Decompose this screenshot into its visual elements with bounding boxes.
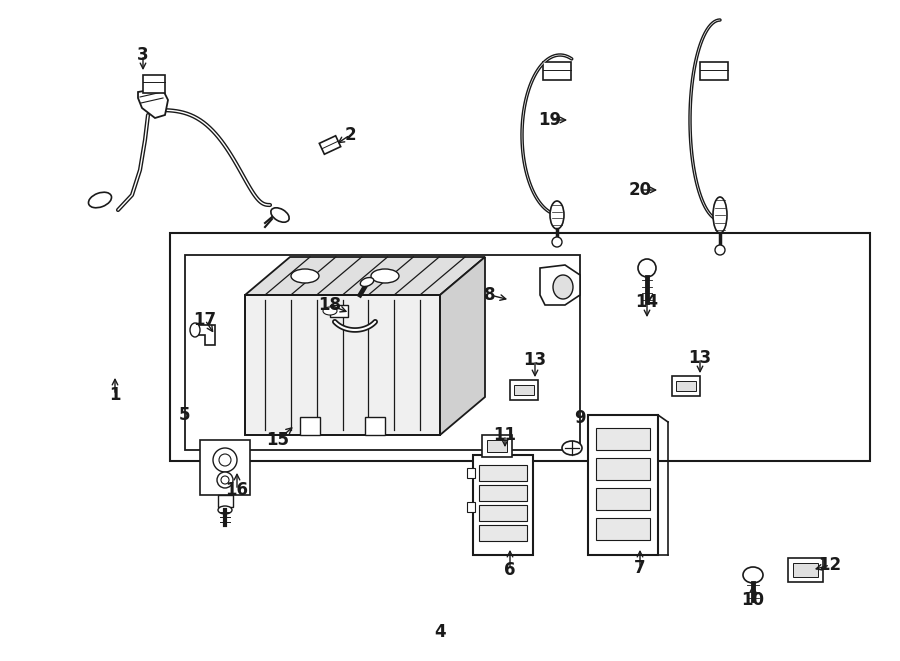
Bar — [467, 468, 475, 478]
Text: 13: 13 — [524, 351, 546, 369]
Bar — [510, 380, 538, 400]
Bar — [200, 440, 250, 495]
Ellipse shape — [291, 269, 319, 283]
Bar — [185, 255, 580, 450]
Ellipse shape — [638, 259, 656, 277]
Polygon shape — [440, 257, 485, 435]
Text: 2: 2 — [344, 126, 356, 144]
Ellipse shape — [88, 192, 112, 208]
Bar — [700, 62, 728, 80]
Bar — [170, 233, 870, 461]
Bar — [596, 488, 650, 510]
Ellipse shape — [360, 278, 373, 286]
Ellipse shape — [190, 323, 200, 337]
Bar — [218, 495, 233, 507]
Text: 1: 1 — [109, 386, 121, 404]
Ellipse shape — [552, 237, 562, 247]
Bar — [788, 558, 823, 582]
Ellipse shape — [221, 476, 229, 484]
Text: 4: 4 — [434, 623, 446, 641]
Text: 8: 8 — [484, 286, 496, 304]
Bar — [676, 381, 696, 391]
Ellipse shape — [323, 307, 337, 315]
Bar — [300, 417, 320, 435]
Ellipse shape — [371, 269, 399, 283]
Bar — [543, 62, 571, 80]
Ellipse shape — [713, 197, 727, 233]
Bar — [596, 458, 650, 480]
Text: 9: 9 — [574, 409, 586, 427]
Text: 17: 17 — [194, 311, 217, 329]
Bar — [330, 305, 348, 317]
Text: 10: 10 — [742, 591, 764, 609]
Text: 3: 3 — [137, 46, 148, 64]
Polygon shape — [195, 325, 215, 345]
Bar — [588, 415, 658, 555]
Bar — [365, 417, 385, 435]
Polygon shape — [320, 136, 341, 154]
Bar — [793, 563, 818, 577]
Text: 12: 12 — [818, 556, 842, 574]
Bar — [479, 505, 527, 521]
Text: 19: 19 — [538, 111, 562, 129]
Ellipse shape — [550, 201, 564, 229]
Ellipse shape — [219, 454, 231, 466]
Text: 14: 14 — [635, 293, 659, 311]
Text: 20: 20 — [628, 181, 652, 199]
Text: 16: 16 — [226, 481, 248, 499]
Bar — [479, 465, 527, 481]
Ellipse shape — [217, 472, 233, 488]
Bar — [467, 502, 475, 512]
Text: 11: 11 — [493, 426, 517, 444]
Ellipse shape — [218, 506, 232, 514]
Bar — [487, 440, 507, 452]
Text: 18: 18 — [319, 296, 341, 314]
Bar — [482, 435, 512, 457]
Bar — [473, 455, 533, 555]
Polygon shape — [138, 88, 168, 118]
Bar — [479, 525, 527, 541]
Text: 5: 5 — [179, 406, 191, 424]
Text: 15: 15 — [266, 431, 290, 449]
Bar — [596, 428, 650, 450]
Ellipse shape — [271, 208, 289, 222]
Ellipse shape — [213, 448, 237, 472]
Polygon shape — [245, 257, 485, 295]
Ellipse shape — [715, 245, 725, 255]
Text: 7: 7 — [634, 559, 646, 577]
Bar — [514, 385, 534, 395]
Bar — [479, 485, 527, 501]
Polygon shape — [540, 265, 580, 305]
Text: 13: 13 — [688, 349, 712, 367]
Bar — [143, 75, 165, 93]
Ellipse shape — [553, 275, 573, 299]
Ellipse shape — [743, 567, 763, 583]
Polygon shape — [245, 295, 440, 435]
Bar — [672, 376, 700, 396]
Bar — [596, 518, 650, 540]
Ellipse shape — [562, 441, 582, 455]
Text: 6: 6 — [504, 561, 516, 579]
